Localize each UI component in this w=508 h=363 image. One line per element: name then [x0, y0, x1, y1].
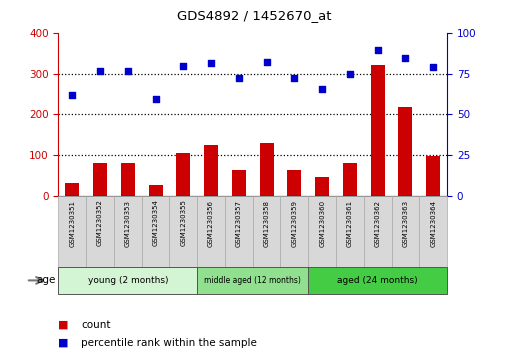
Text: aged (24 months): aged (24 months): [337, 276, 418, 285]
Text: GSM1230357: GSM1230357: [236, 200, 242, 246]
Text: GSM1230353: GSM1230353: [125, 200, 131, 246]
Bar: [336, 196, 364, 267]
Point: [346, 70, 354, 77]
Bar: [308, 267, 447, 294]
Text: GSM1230356: GSM1230356: [208, 200, 214, 246]
Bar: [93, 163, 107, 196]
Text: GSM1230358: GSM1230358: [264, 200, 270, 246]
Text: GSM1230363: GSM1230363: [402, 200, 408, 247]
Point: [151, 96, 160, 102]
Point: [429, 65, 437, 70]
Point: [263, 59, 271, 65]
Text: count: count: [81, 320, 111, 330]
Bar: [426, 156, 440, 196]
Bar: [58, 267, 197, 294]
Text: age: age: [37, 276, 56, 285]
Bar: [288, 170, 301, 196]
Text: GSM1230355: GSM1230355: [180, 200, 186, 246]
Bar: [142, 196, 170, 267]
Bar: [197, 267, 308, 294]
Bar: [114, 196, 142, 267]
Bar: [398, 107, 412, 196]
Bar: [225, 196, 253, 267]
Bar: [392, 196, 419, 267]
Text: GSM1230354: GSM1230354: [152, 200, 158, 246]
Text: middle aged (12 months): middle aged (12 months): [204, 276, 301, 285]
Bar: [419, 196, 447, 267]
Bar: [260, 143, 273, 196]
Bar: [176, 153, 190, 196]
Text: GSM1230359: GSM1230359: [292, 200, 297, 246]
Point: [96, 69, 104, 74]
Text: percentile rank within the sample: percentile rank within the sample: [81, 338, 257, 348]
Bar: [280, 196, 308, 267]
Bar: [232, 170, 246, 196]
Point: [290, 76, 298, 81]
Text: GDS4892 / 1452670_at: GDS4892 / 1452670_at: [177, 9, 331, 22]
Point: [373, 47, 382, 53]
Bar: [315, 177, 329, 196]
Text: GSM1230351: GSM1230351: [69, 200, 75, 246]
Point: [124, 69, 132, 74]
Text: GSM1230362: GSM1230362: [374, 200, 380, 246]
Point: [207, 60, 215, 66]
Bar: [121, 163, 135, 196]
Text: young (2 months): young (2 months): [87, 276, 168, 285]
Bar: [343, 163, 357, 196]
Text: GSM1230361: GSM1230361: [347, 200, 353, 247]
Bar: [204, 145, 218, 196]
Text: ■: ■: [58, 338, 69, 348]
Point: [179, 63, 187, 69]
Text: GSM1230364: GSM1230364: [430, 200, 436, 246]
Bar: [197, 196, 225, 267]
Bar: [58, 196, 86, 267]
Point: [68, 92, 76, 98]
Bar: [371, 65, 385, 196]
Bar: [308, 196, 336, 267]
Text: ■: ■: [58, 320, 69, 330]
Point: [401, 55, 409, 61]
Text: GSM1230360: GSM1230360: [319, 200, 325, 247]
Bar: [86, 196, 114, 267]
Point: [318, 86, 326, 91]
Point: [235, 76, 243, 81]
Bar: [66, 183, 79, 196]
Bar: [149, 184, 163, 196]
Text: GSM1230352: GSM1230352: [97, 200, 103, 246]
Bar: [364, 196, 392, 267]
Bar: [170, 196, 197, 267]
Bar: [253, 196, 280, 267]
